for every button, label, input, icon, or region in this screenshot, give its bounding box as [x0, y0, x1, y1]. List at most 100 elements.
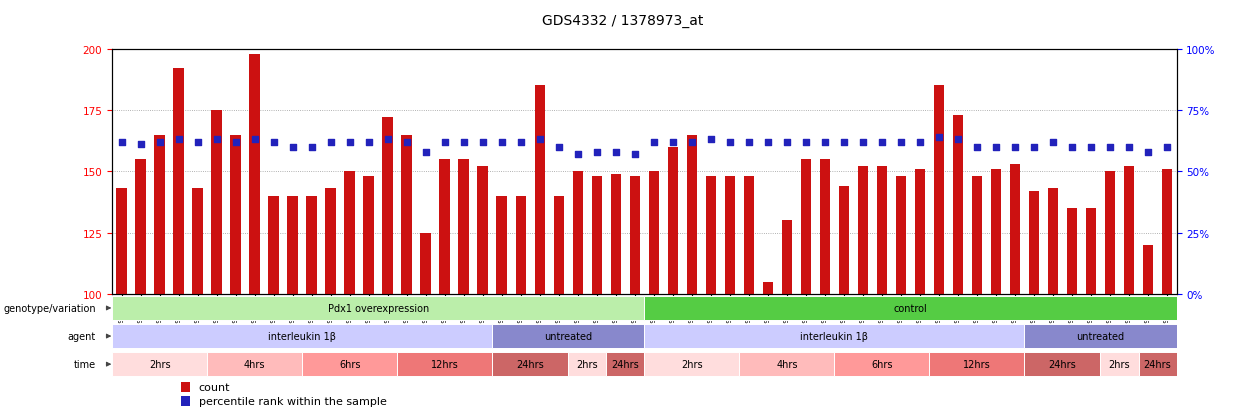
Text: 2hrs: 2hrs — [681, 359, 702, 369]
Point — [1138, 149, 1158, 156]
Point — [207, 137, 227, 143]
Text: 2hrs: 2hrs — [148, 359, 171, 369]
Text: interleukin 1β: interleukin 1β — [801, 331, 868, 341]
Point — [1043, 139, 1063, 146]
Bar — [269, 196, 279, 294]
Bar — [839, 187, 849, 294]
Text: percentile rank within the sample: percentile rank within the sample — [199, 396, 387, 406]
Bar — [364, 177, 374, 294]
Bar — [630, 177, 640, 294]
Text: count: count — [199, 382, 230, 392]
Bar — [212, 111, 222, 294]
Bar — [573, 172, 583, 294]
Point — [549, 144, 569, 151]
Point — [149, 139, 169, 146]
Text: 2hrs: 2hrs — [576, 359, 598, 369]
Point — [340, 139, 360, 146]
Bar — [136, 160, 146, 294]
Bar — [112, 325, 492, 348]
Point — [283, 144, 303, 151]
Point — [586, 149, 606, 156]
Bar — [534, 86, 545, 294]
Point — [738, 139, 758, 146]
Bar — [497, 196, 507, 294]
Bar — [182, 396, 190, 406]
Text: interleukin 1β: interleukin 1β — [268, 331, 336, 341]
Text: agent: agent — [67, 331, 96, 341]
Point — [662, 139, 682, 146]
Point — [720, 139, 740, 146]
Point — [872, 139, 891, 146]
Point — [644, 139, 664, 146]
Text: GDS4332 / 1378973_at: GDS4332 / 1378973_at — [542, 14, 703, 28]
Bar — [725, 177, 735, 294]
Bar — [1104, 172, 1116, 294]
Bar — [1028, 192, 1040, 294]
Bar — [1067, 209, 1077, 294]
Bar — [1124, 167, 1134, 294]
Text: 24hrs: 24hrs — [1048, 359, 1077, 369]
Bar — [1010, 164, 1020, 294]
Point — [530, 137, 550, 143]
Bar — [930, 353, 1025, 376]
Point — [168, 137, 188, 143]
Point — [1101, 144, 1120, 151]
Bar — [1138, 353, 1177, 376]
Bar — [249, 55, 260, 294]
Bar — [858, 167, 868, 294]
Bar — [207, 353, 303, 376]
Bar — [645, 353, 740, 376]
Point — [397, 139, 417, 146]
Point — [910, 139, 930, 146]
Bar — [991, 169, 1001, 294]
Point — [245, 137, 265, 143]
Point — [492, 139, 512, 146]
Bar — [819, 160, 830, 294]
Point — [853, 139, 873, 146]
Bar — [645, 325, 1025, 348]
Point — [986, 144, 1006, 151]
Point — [264, 139, 284, 146]
Point — [1157, 144, 1177, 151]
Bar — [667, 147, 679, 294]
Text: untreated: untreated — [1077, 331, 1124, 341]
Point — [1023, 144, 1043, 151]
Bar — [606, 353, 645, 376]
Bar — [112, 297, 645, 320]
Text: 12hrs: 12hrs — [431, 359, 458, 369]
Text: 12hrs: 12hrs — [964, 359, 991, 369]
Bar — [934, 86, 944, 294]
Bar — [610, 174, 621, 294]
Text: 2hrs: 2hrs — [1109, 359, 1130, 369]
Point — [301, 144, 321, 151]
Bar — [458, 160, 469, 294]
Bar — [591, 177, 603, 294]
Point — [131, 142, 151, 148]
Point — [967, 144, 987, 151]
Bar — [173, 69, 184, 294]
Bar — [1048, 189, 1058, 294]
Point — [947, 137, 967, 143]
Point — [112, 139, 132, 146]
Text: 6hrs: 6hrs — [339, 359, 360, 369]
Point — [188, 139, 208, 146]
Bar — [706, 177, 716, 294]
Bar — [492, 325, 645, 348]
Point — [435, 139, 454, 146]
Bar — [382, 118, 393, 294]
Text: 24hrs: 24hrs — [517, 359, 544, 369]
Point — [606, 149, 626, 156]
Point — [473, 139, 493, 146]
Bar — [193, 189, 203, 294]
Bar — [763, 282, 773, 294]
Bar — [1086, 209, 1096, 294]
Bar — [182, 382, 190, 392]
Text: control: control — [894, 303, 928, 313]
Text: 24hrs: 24hrs — [611, 359, 639, 369]
Bar — [645, 297, 1177, 320]
Point — [929, 134, 949, 141]
Point — [1062, 144, 1082, 151]
Bar — [154, 135, 164, 294]
Point — [815, 139, 835, 146]
Bar — [568, 353, 606, 376]
